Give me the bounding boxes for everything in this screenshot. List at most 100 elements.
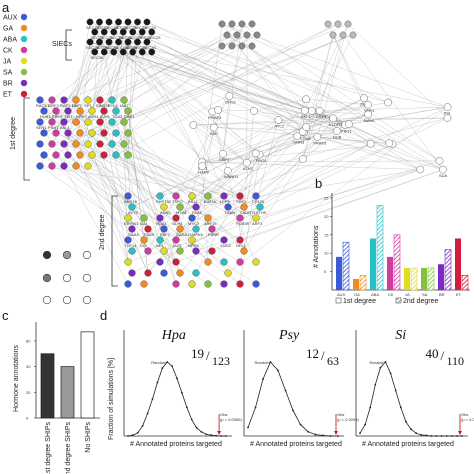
network-edge [63,31,105,123]
network-edge [43,154,225,285]
network-node-label: SEC28 [86,45,99,50]
network-edge [317,136,390,144]
network-node [128,203,136,211]
network-node [138,28,146,36]
chart-d-p-label: (p = 0.0065) [220,417,242,422]
network-edge [344,124,371,144]
network-edge [201,162,421,170]
chart-b-xlabel: GA [354,292,360,297]
network-edge [87,165,241,263]
chart-c-xlabels: 1st degree SHIPs 2nd degree SHIPs No SHIPs [45,422,92,474]
network-node [115,18,122,26]
chart-d-p-label: (p < 0.001) [461,417,474,422]
network-node [100,48,108,56]
network-edge [91,23,349,134]
chart-b-bar-1st [336,256,342,290]
network-node [443,114,452,122]
chart-d-point [461,435,463,437]
hormone-legend-dot [20,35,28,43]
network-node [120,118,128,126]
network-edge [251,45,305,111]
network-node-label: ARR18 [124,199,138,204]
network-edge [91,23,243,112]
network-node-label: PSBR [208,232,219,237]
chart-c-legend-symbols [42,250,92,305]
network-node [293,132,302,140]
network-node [172,214,180,222]
network-node [416,165,425,174]
network-node [100,129,108,137]
network-node [236,280,244,288]
network-node [218,42,226,50]
network-edge [213,127,228,171]
network-edge [306,99,421,170]
chart-b-legend-swatch-1st [335,297,342,304]
network-node [208,225,216,233]
network-node [238,20,246,28]
chart-d-point [374,383,377,386]
network-edge [193,124,247,163]
hormone-legend-dot [20,57,28,65]
chart-c-ytick-label: 20 [26,390,31,395]
chart-c-bar [80,331,95,419]
hormone-legend-label: AUX [3,15,18,22]
network-edge [127,110,149,274]
hormone-legend-dot [20,24,28,32]
chart-b-xlabel: CK [388,292,394,297]
chart-d-point [435,435,438,437]
network-edge [127,21,318,138]
network-edge [123,143,181,274]
network-node [128,269,136,277]
network-edge [317,136,443,170]
network-node [84,140,92,148]
network-node [134,18,141,26]
chart-d-curve [247,361,338,437]
network-node [384,98,392,107]
network-edge [99,31,133,123]
network-edge [131,170,228,252]
chart-b-bar-1st [404,267,410,290]
network-edge [91,154,149,274]
chart-b-ylabel: # Annotations [313,225,320,268]
network-node [48,140,56,148]
network-node-label: ERF061 [124,221,139,226]
chart-d-observed-arrowhead [334,431,338,435]
network-edge [79,110,149,274]
network-node-label: ARF3 [252,221,263,226]
network-node [124,236,132,244]
network-node-label: WRNH1 [224,174,239,179]
chart-d-point [262,378,264,380]
network-node [52,129,60,137]
network-edge [218,109,254,112]
chart-d-fraction-slash: / [206,348,210,363]
network-node-label: SEC16 [105,25,118,30]
network-edge [229,95,346,126]
network-node [112,107,120,115]
chart-c-legend-node [62,273,72,283]
network-edges [39,21,448,285]
network-node [198,162,207,170]
network-node-label: COI [140,243,147,248]
chart-d-obs-label: Obs [337,412,344,417]
network-edge [39,165,241,197]
network-node-label: SINAT5 [96,103,110,108]
network-node [86,18,94,26]
network-node-label: ASE [210,131,218,136]
network-edge [63,21,91,167]
network-node [60,96,68,104]
network-node [188,280,196,288]
chart-d-point [399,406,402,409]
chart-b-bar-2nd [427,267,435,291]
network-node [385,139,394,148]
network-edge [159,143,371,263]
network-node-label: ATH2 [243,166,254,171]
network-edge [75,21,119,167]
network-node [176,225,184,233]
network-edge [306,99,369,105]
network-node [156,258,164,266]
network-edge [221,23,448,108]
network-node [339,31,347,39]
network-edge [202,34,248,167]
network-node [223,31,231,39]
